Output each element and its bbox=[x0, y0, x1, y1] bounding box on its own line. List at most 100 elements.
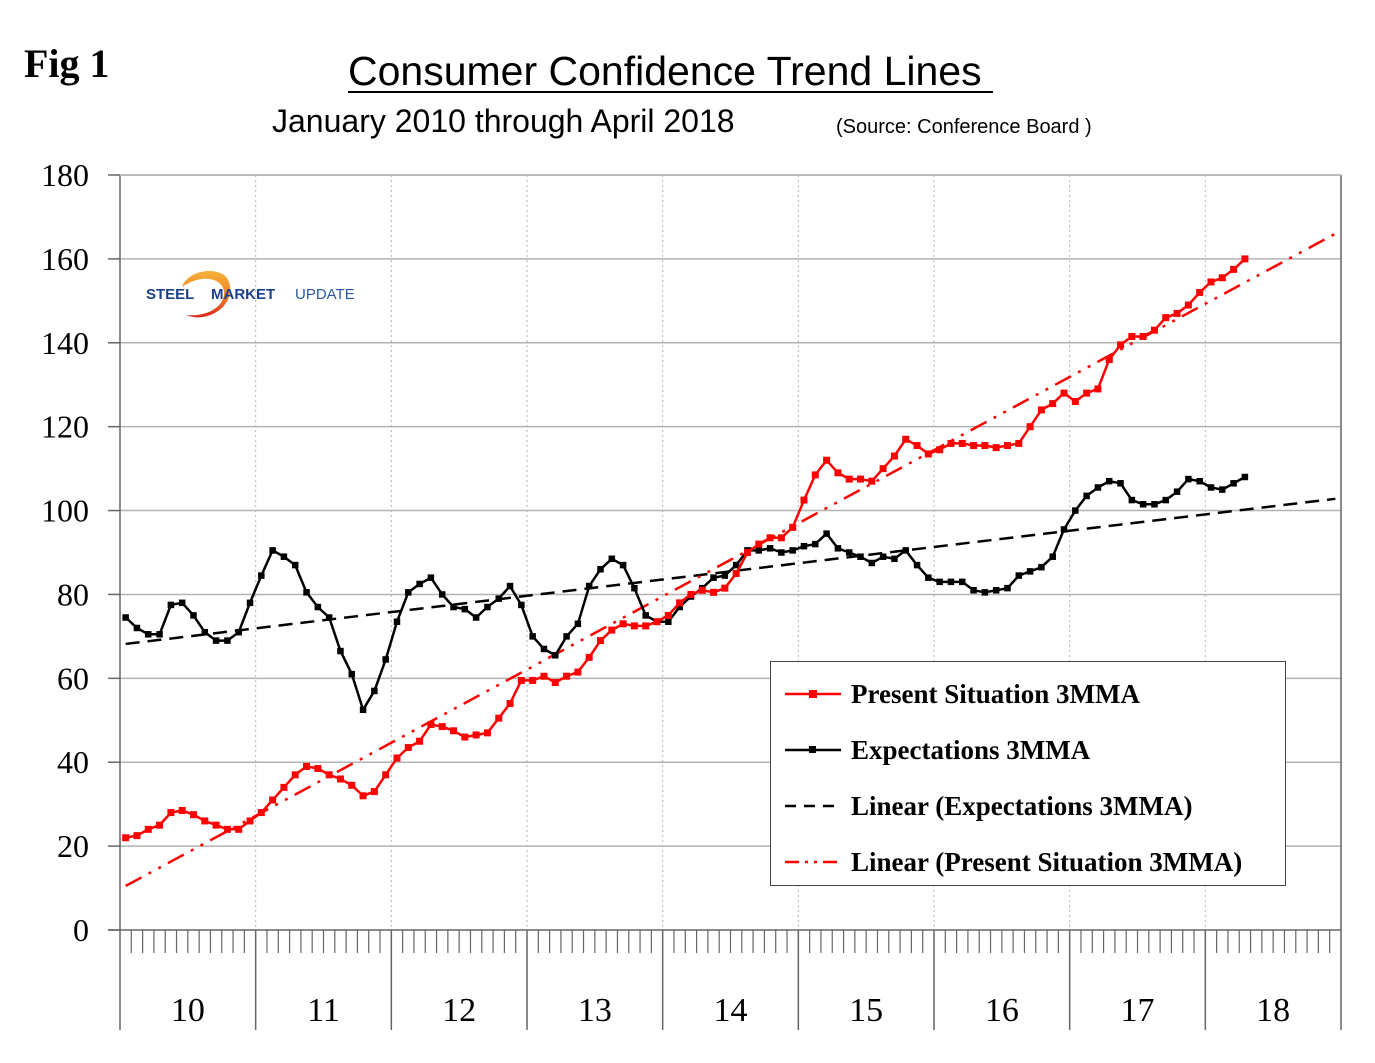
data-point-expectations bbox=[518, 601, 525, 609]
y-tick-label: 80 bbox=[57, 576, 89, 612]
data-point-expectations bbox=[359, 706, 367, 714]
legend-label: Linear (Expectations 3MMA) bbox=[851, 790, 1193, 821]
data-point-present bbox=[1230, 265, 1238, 273]
data-point-expectations bbox=[812, 540, 819, 548]
data-point-expectations bbox=[246, 599, 254, 607]
data-point-present bbox=[1162, 314, 1170, 322]
data-point-expectations bbox=[291, 561, 299, 569]
data-point-present bbox=[1139, 332, 1147, 340]
data-point-present bbox=[619, 620, 627, 628]
data-point-present bbox=[913, 442, 921, 450]
data-point-expectations bbox=[1117, 480, 1124, 487]
data-point-present bbox=[404, 744, 412, 752]
data-point-present bbox=[676, 599, 684, 607]
data-point-present bbox=[608, 626, 616, 634]
y-axis-ticks: 0 20 40 60 80 100 120 140 160 180 bbox=[41, 157, 120, 948]
data-point-expectations bbox=[506, 582, 514, 590]
data-point-expectations bbox=[585, 582, 593, 590]
data-point-present bbox=[596, 637, 604, 645]
y-tick-label: 160 bbox=[41, 241, 89, 277]
data-point-expectations bbox=[450, 603, 457, 611]
data-point-expectations bbox=[597, 566, 604, 573]
x-tick-label: 11 bbox=[307, 992, 340, 1029]
data-point-expectations bbox=[1196, 477, 1203, 485]
y-tick-label: 120 bbox=[41, 409, 89, 445]
steel-market-update-logo: STEEL MARKET UPDATE bbox=[142, 265, 382, 321]
data-point-expectations bbox=[1139, 501, 1147, 508]
data-point-present bbox=[212, 821, 220, 829]
y-tick-label: 0 bbox=[73, 912, 89, 948]
logo-word-update: UPDATE bbox=[295, 286, 355, 303]
data-point-present bbox=[687, 590, 695, 598]
chart-subtitle: January 2010 through April 2018 bbox=[272, 103, 735, 139]
data-point-present bbox=[834, 469, 842, 477]
data-point-expectations bbox=[1162, 496, 1170, 504]
data-point-present bbox=[1117, 341, 1125, 349]
data-point-present bbox=[1015, 439, 1023, 447]
data-point-present bbox=[1150, 326, 1158, 334]
data-point-expectations bbox=[970, 587, 977, 594]
data-point-present bbox=[857, 475, 865, 483]
data-point-present bbox=[370, 788, 378, 796]
data-point-present bbox=[438, 723, 446, 731]
data-point-present bbox=[890, 452, 898, 460]
data-point-expectations bbox=[393, 618, 401, 625]
data-point-present bbox=[483, 729, 491, 737]
data-point-expectations bbox=[484, 603, 491, 611]
data-point-present bbox=[642, 622, 650, 630]
data-point-expectations bbox=[981, 589, 989, 596]
data-point-expectations bbox=[235, 628, 242, 636]
source-note: (Source: Conference Board ) bbox=[836, 116, 1092, 138]
data-point-expectations bbox=[540, 645, 548, 653]
data-point-present bbox=[1207, 278, 1215, 286]
data-point-expectations bbox=[1173, 488, 1181, 495]
data-point-present bbox=[223, 825, 231, 833]
data-point-expectations bbox=[371, 687, 378, 695]
chart-legend: Present Situation 3MMA Expectations 3MMA… bbox=[770, 661, 1286, 886]
data-point-present bbox=[789, 523, 797, 531]
data-point-present bbox=[924, 450, 932, 458]
data-series bbox=[122, 255, 1249, 842]
data-point-present bbox=[336, 775, 344, 783]
data-point-expectations bbox=[563, 633, 570, 640]
data-point-expectations bbox=[156, 631, 163, 638]
data-point-present bbox=[540, 672, 548, 680]
data-point-expectations bbox=[1105, 477, 1113, 485]
data-point-present bbox=[291, 771, 299, 779]
data-point-expectations bbox=[823, 530, 830, 537]
data-point-expectations bbox=[427, 574, 435, 581]
data-point-expectations bbox=[913, 561, 921, 569]
legend-item-linear-present: Linear (Present Situation 3MMA) bbox=[785, 842, 1242, 882]
data-point-present bbox=[970, 442, 978, 450]
legend-swatch-linear-expectations bbox=[785, 804, 841, 808]
data-point-expectations bbox=[1151, 501, 1158, 508]
data-point-expectations bbox=[529, 633, 536, 640]
data-point-expectations bbox=[1128, 496, 1136, 504]
data-point-present bbox=[958, 439, 966, 447]
data-point-expectations bbox=[1060, 526, 1068, 533]
data-point-present bbox=[777, 534, 785, 542]
data-point-present bbox=[201, 817, 209, 825]
data-point-expectations bbox=[879, 553, 887, 560]
data-point-expectations bbox=[1207, 484, 1215, 491]
figure-label: Fig 1 bbox=[24, 41, 110, 86]
data-point-present bbox=[630, 622, 638, 630]
data-point-present bbox=[1196, 288, 1204, 296]
data-point-present bbox=[529, 676, 537, 684]
series-line-present bbox=[125, 257, 1246, 839]
data-point-expectations bbox=[959, 578, 966, 586]
x-tick-label: 18 bbox=[1256, 992, 1290, 1029]
data-point-expectations bbox=[755, 547, 763, 554]
data-point-present bbox=[1060, 389, 1068, 397]
data-point-expectations bbox=[1026, 568, 1034, 575]
data-point-expectations bbox=[1094, 484, 1102, 491]
data-point-present bbox=[947, 439, 955, 447]
data-point-present bbox=[235, 825, 243, 833]
legend-item-present: Present Situation 3MMA bbox=[785, 674, 1140, 714]
data-point-expectations bbox=[619, 561, 627, 569]
data-point-present bbox=[1241, 255, 1249, 263]
data-point-expectations bbox=[1015, 572, 1023, 579]
legend-label: Linear (Present Situation 3MMA) bbox=[851, 846, 1243, 877]
data-point-present bbox=[755, 540, 763, 548]
